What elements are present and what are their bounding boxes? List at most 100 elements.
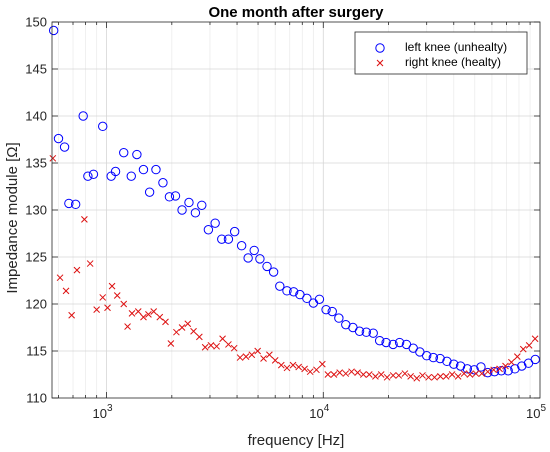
legend-label-right-knee: right knee (healty)	[405, 55, 501, 69]
data-point-left-knee	[435, 353, 445, 364]
data-point-right-knee	[442, 373, 450, 380]
data-point-left-knee	[110, 166, 121, 177]
data-point-right-knee	[134, 308, 142, 315]
data-point-right-knee-stroke	[62, 287, 70, 295]
x-tick-label: 104	[309, 403, 329, 421]
data-point-right-knee-stroke	[442, 373, 450, 380]
data-point-right-knee-stroke	[113, 292, 121, 299]
x-tick-base: 10	[526, 406, 540, 421]
data-point-right-knee	[348, 368, 355, 376]
data-point-right-knee	[173, 328, 180, 336]
legend-symbol	[375, 43, 385, 53]
data-point-left-knee	[530, 354, 540, 365]
x-tick-label: 103	[93, 403, 113, 421]
data-point-right-knee-stroke	[484, 368, 492, 376]
y-tick-label: 140	[25, 109, 47, 124]
data-point-right-knee-stroke	[359, 371, 367, 378]
data-point-left-knee	[78, 111, 88, 121]
data-point-right-knee	[140, 313, 147, 321]
data-point-right-knee	[519, 345, 527, 353]
data-point-left-knee	[210, 218, 220, 228]
data-point-right-knee	[201, 343, 209, 351]
data-point-right-knee	[128, 310, 136, 317]
data-point-left-knee	[48, 25, 59, 36]
data-point-right-knee-stroke	[219, 335, 226, 343]
data-point-left-knee	[483, 367, 493, 378]
data-point-right-knee-stroke	[354, 369, 361, 376]
data-point-right-knee	[81, 216, 88, 223]
data-point-right-knee-stroke	[196, 333, 203, 341]
data-point-left-knee	[489, 366, 500, 377]
data-point-right-knee-stroke	[242, 353, 250, 360]
data-point-right-knee-stroke	[190, 327, 197, 335]
data-point-left-knee	[53, 133, 64, 144]
data-point-left-knee	[249, 245, 259, 256]
data-point-left-knee	[98, 121, 108, 132]
data-point-right-knee	[377, 371, 385, 378]
data-point-left-knee	[282, 286, 292, 296]
data-point-right-knee	[330, 371, 338, 378]
data-point-right-knee-stroke	[145, 310, 152, 318]
data-point-right-knee	[93, 306, 101, 313]
data-point-right-knee	[508, 358, 515, 366]
data-point-right-knee	[219, 335, 226, 343]
data-point-left-knee	[144, 187, 155, 197]
data-point-right-knee	[306, 368, 314, 376]
data-point-right-knee	[271, 357, 279, 364]
data-point-right-knee-stroke	[162, 318, 169, 326]
data-point-left-knee	[243, 253, 253, 263]
y-tick-label: 145	[25, 62, 47, 77]
data-point-left-knee	[361, 327, 372, 337]
data-point-left-knee	[394, 337, 405, 348]
data-point-right-knee-stroke	[324, 371, 332, 378]
data-point-right-knee-stroke	[134, 308, 142, 315]
data-point-right-knee-stroke	[104, 304, 111, 312]
data-point-left-knee	[421, 351, 432, 361]
data-point-right-knee-stroke	[389, 372, 397, 379]
data-point-right-knee	[120, 300, 128, 308]
data-point-right-knee-stroke	[508, 358, 515, 366]
data-point-right-knee-stroke	[383, 373, 391, 381]
data-point-right-knee	[49, 154, 57, 162]
data-point-right-knee	[359, 371, 367, 378]
data-point-right-knee	[513, 353, 521, 360]
data-point-right-knee-stroke	[330, 371, 338, 378]
data-point-left-knee	[158, 178, 168, 188]
data-point-right-knee	[484, 368, 492, 376]
data-point-right-knee	[342, 370, 350, 377]
data-point-right-knee-stroke	[178, 324, 186, 331]
data-point-right-knee-stroke	[173, 328, 180, 336]
series-left-knee	[48, 25, 540, 378]
data-point-right-knee	[313, 366, 320, 374]
data-point-right-knee-stroke	[496, 365, 503, 373]
data-point-right-knee-stroke	[425, 373, 432, 381]
data-point-right-knee-stroke	[254, 347, 262, 355]
data-point-left-knee	[64, 198, 74, 209]
data-point-right-knee-stroke	[271, 357, 279, 364]
data-point-right-knee	[124, 323, 131, 330]
data-point-right-knee-stroke	[301, 365, 308, 373]
data-point-right-knee	[383, 373, 391, 381]
data-point-right-knee	[56, 274, 64, 282]
data-point-right-knee-stroke	[413, 374, 421, 382]
data-point-left-knee	[151, 164, 161, 175]
data-point-right-knee-stroke	[478, 370, 486, 377]
data-point-left-knee	[476, 362, 486, 372]
data-point-right-knee-stroke	[230, 344, 238, 352]
data-point-right-knee	[167, 340, 175, 347]
y-tick-label: 130	[25, 203, 47, 218]
x-axis-label: frequency [Hz]	[248, 432, 345, 449]
chart-title: One month after surgery	[208, 4, 384, 21]
data-point-left-knee	[262, 261, 272, 272]
data-point-right-knee-stroke	[73, 266, 81, 274]
data-point-right-knee	[324, 371, 332, 378]
data-point-right-knee	[389, 372, 397, 379]
y-axis-label: Impedance module [Ω]	[4, 142, 21, 293]
data-point-right-knee	[413, 374, 421, 382]
legend-marker-right-knee	[376, 59, 384, 67]
data-point-right-knee	[108, 282, 116, 290]
x-tick-exponent: 5	[540, 403, 546, 414]
data-point-right-knee-stroke	[120, 300, 128, 308]
data-point-right-knee	[184, 320, 192, 328]
